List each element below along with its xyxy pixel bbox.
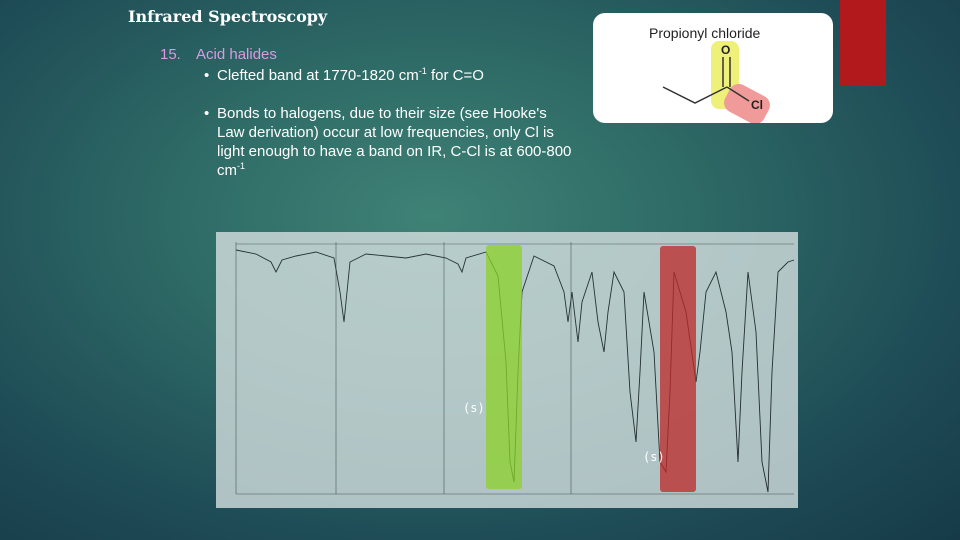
carbon-chain — [662, 86, 728, 104]
molecule-structure: O Cl — [662, 41, 770, 123]
bullet-dot: • — [204, 105, 210, 122]
chlorine-highlight — [724, 83, 770, 123]
bullet-carbonyl: • Clefted band at 1770-1820 cm-1 for C=O — [204, 66, 564, 85]
section-heading: 15. Acid halides — [160, 46, 277, 63]
chlorine-label: Cl — [751, 98, 763, 112]
c-cl-band-highlight — [660, 246, 696, 492]
bullet-sup: -1 — [237, 161, 246, 171]
slide-title: Infrared Spectroscopy — [128, 7, 328, 26]
c-o-band-highlight — [486, 245, 522, 489]
bullet-text-after: for C=O — [426, 67, 484, 84]
bullet-sup: -1 — [418, 66, 427, 76]
c-cl-bond — [726, 86, 750, 102]
oxygen-label: O — [721, 43, 730, 57]
bullet-dot: • — [204, 67, 210, 84]
strong-label-carbonyl: (s) — [463, 401, 485, 415]
section-number: 15. — [160, 46, 181, 63]
bullet-text: Bonds to halogens, due to their size (se… — [217, 105, 572, 179]
molecule-card: Propionyl chloride O Cl — [593, 13, 833, 123]
section-title: Acid halides — [196, 46, 277, 63]
spectrum-plot — [235, 242, 795, 495]
molecule-name: Propionyl chloride — [649, 25, 761, 41]
strong-label-ccl: (s) — [643, 450, 665, 464]
bullet-halogen: • Bonds to halogens, due to their size (… — [204, 104, 572, 180]
spectrum-trace — [235, 249, 795, 493]
accent-tab — [840, 0, 886, 86]
bullet-text: Clefted band at 1770-1820 cm — [217, 67, 419, 84]
